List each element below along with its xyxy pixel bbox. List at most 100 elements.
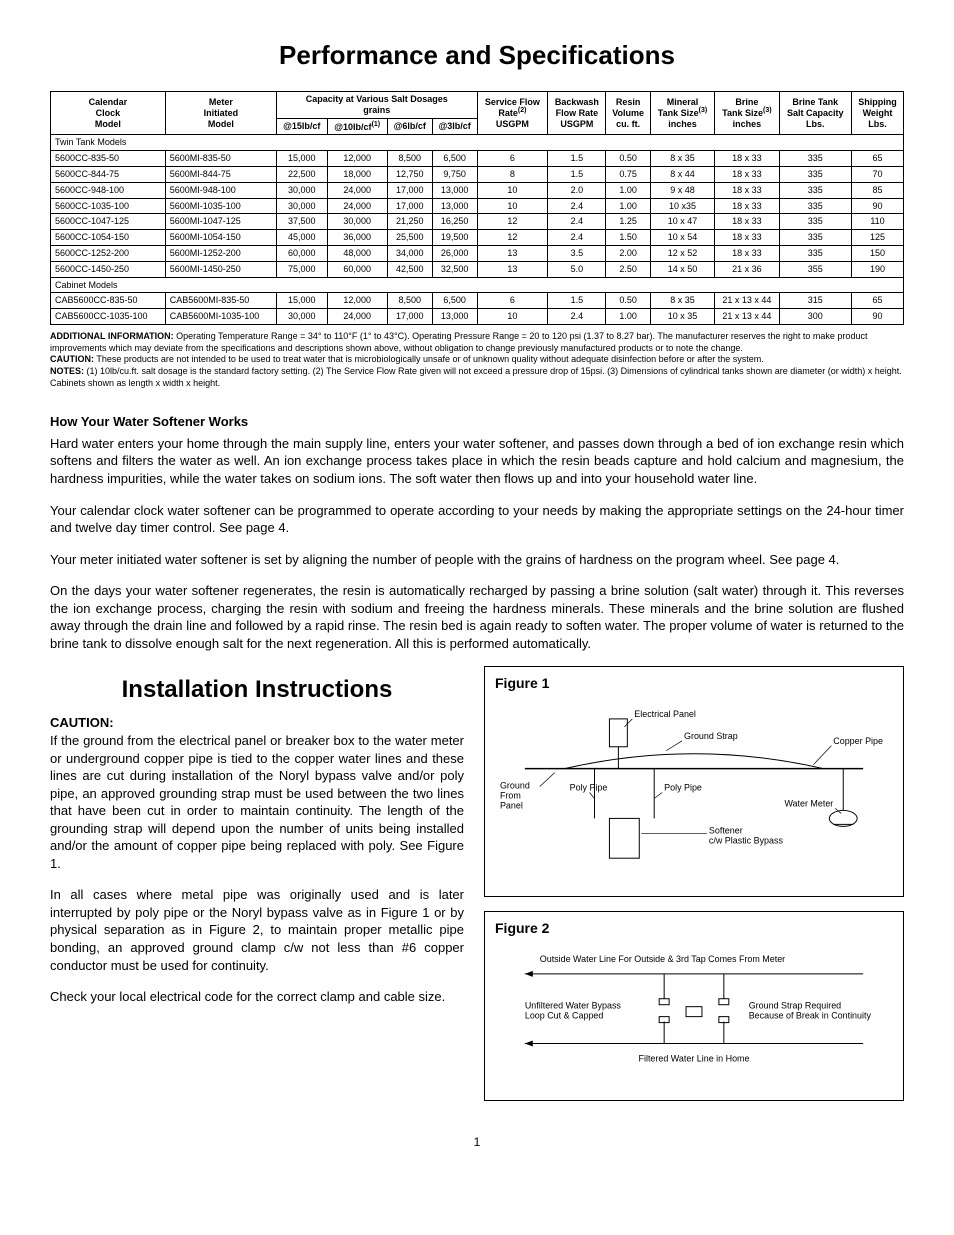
table-cell: 5600MI-1054-150 — [165, 230, 276, 246]
fig1-label-poly2: Poly Pipe — [664, 783, 702, 793]
caution-text: These products are not intended to be us… — [96, 354, 763, 364]
table-cell: 8 — [477, 166, 548, 182]
table-cell: 22,500 — [277, 166, 328, 182]
table-cell: 45,000 — [277, 230, 328, 246]
table-cell: 15,000 — [277, 151, 328, 167]
figure-2-title: Figure 2 — [495, 920, 893, 936]
table-cell: 21 x 13 x 44 — [715, 309, 779, 325]
table-cell: 24,000 — [327, 182, 387, 198]
fig1-label-copper: Copper Pipe — [833, 736, 883, 746]
page-title: Performance and Specifications — [50, 40, 904, 71]
table-cell: 6 — [477, 293, 548, 309]
fig2-label-unf1: Unfiltered Water Bypass — [525, 1000, 622, 1010]
table-cell: 335 — [779, 230, 851, 246]
table-row: 5600CC-948-1005600MI-948-10030,00024,000… — [51, 182, 904, 198]
table-cell: 12,000 — [327, 151, 387, 167]
table-cell: 12 — [477, 230, 548, 246]
table-cell: 1.25 — [606, 214, 650, 230]
table-cell: 10 — [477, 182, 548, 198]
table-cell: 15,000 — [277, 293, 328, 309]
table-cell: 10 — [477, 309, 548, 325]
table-cell: 60,000 — [277, 245, 328, 261]
table-cell: 190 — [851, 261, 903, 277]
th-mineral: MineralTank Size(3)inches — [650, 92, 714, 135]
table-cell: 0.75 — [606, 166, 650, 182]
table-cell: 13,000 — [432, 182, 477, 198]
table-cell: 14 x 50 — [650, 261, 714, 277]
install-caution-label: CAUTION: — [50, 714, 464, 732]
table-cell: 2.0 — [548, 182, 606, 198]
table-cell: 5600MI-835-50 — [165, 151, 276, 167]
table-cell: 18 x 33 — [715, 151, 779, 167]
table-cell: 10 — [477, 198, 548, 214]
table-cell: 0.50 — [606, 151, 650, 167]
table-cell: 60,000 — [327, 261, 387, 277]
table-cell: CAB5600CC-1035-100 — [51, 309, 166, 325]
table-cell: 16,250 — [432, 214, 477, 230]
table-cell: 5600MI-1450-250 — [165, 261, 276, 277]
table-cell: 0.50 — [606, 293, 650, 309]
table-cell: 335 — [779, 198, 851, 214]
table-cell: 8,500 — [387, 293, 432, 309]
table-cell: 65 — [851, 293, 903, 309]
table-cell: 37,500 — [277, 214, 328, 230]
table-cell: 26,000 — [432, 245, 477, 261]
table-row: CAB5600CC-1035-100CAB5600MI-1035-10030,0… — [51, 309, 904, 325]
table-cell: 18 x 33 — [715, 166, 779, 182]
table-cell: 355 — [779, 261, 851, 277]
table-cell: 5.0 — [548, 261, 606, 277]
table-cell: CAB5600MI-1035-100 — [165, 309, 276, 325]
fig2-label-unf2: Loop Cut & Capped — [525, 1010, 604, 1020]
how-works-heading: How Your Water Softener Works — [50, 413, 904, 431]
fig1-label-panel: Electrical Panel — [634, 709, 696, 719]
table-cell: 5600CC-1252-200 — [51, 245, 166, 261]
table-cell: 36,000 — [327, 230, 387, 246]
table-cell: 24,000 — [327, 309, 387, 325]
th-capacity-group: Capacity at Various Salt Dosagesgrains — [277, 92, 477, 119]
table-cell: 300 — [779, 309, 851, 325]
fig1-label-soft2: c/w Plastic Bypass — [709, 836, 784, 846]
table-row: CAB5600CC-835-50CAB5600MI-835-5015,00012… — [51, 293, 904, 309]
table-cell: 6,500 — [432, 293, 477, 309]
table-cell: 5600MI-1047-125 — [165, 214, 276, 230]
table-cell: 24,000 — [327, 198, 387, 214]
table-row: 5600CC-1035-1005600MI-1035-10030,00024,0… — [51, 198, 904, 214]
figure-1-diagram: Electrical Panel Ground Strap Copper Pip… — [495, 699, 893, 878]
table-cell: 5600CC-1035-100 — [51, 198, 166, 214]
table-cell: 5600MI-948-100 — [165, 182, 276, 198]
table-cell: 70 — [851, 166, 903, 182]
table-cell: 1.00 — [606, 182, 650, 198]
table-cell: 9 x 48 — [650, 182, 714, 198]
how-works-section: How Your Water Softener Works Hard water… — [50, 413, 904, 652]
table-cell: 110 — [851, 214, 903, 230]
fig1-label-gfp2: From — [500, 791, 521, 801]
table-cell: 30,000 — [277, 182, 328, 198]
table-cell: 335 — [779, 151, 851, 167]
table-cell: 2.4 — [548, 198, 606, 214]
th-svc: Service FlowRate(2)USGPM — [477, 92, 548, 135]
table-cell: 12 — [477, 214, 548, 230]
table-cell: 5600CC-1450-250 — [51, 261, 166, 277]
table-cell: 150 — [851, 245, 903, 261]
table-cell: 90 — [851, 309, 903, 325]
table-cell: 18,000 — [327, 166, 387, 182]
table-cell: 48,000 — [327, 245, 387, 261]
table-cell: 5600CC-844-75 — [51, 166, 166, 182]
table-cell: 1.5 — [548, 151, 606, 167]
table-cell: 3.5 — [548, 245, 606, 261]
fig2-label-outside: Outside Water Line For Outside & 3rd Tap… — [540, 953, 785, 963]
figure-1-title: Figure 1 — [495, 675, 893, 691]
th-cap6: @6lb/cf — [387, 118, 432, 135]
table-cell: 315 — [779, 293, 851, 309]
table-cell: 9,750 — [432, 166, 477, 182]
table-cell: 18 x 33 — [715, 198, 779, 214]
table-cell: 8,500 — [387, 151, 432, 167]
figure-2: Figure 2 Outside Water Line For Outside … — [484, 911, 904, 1101]
table-section-label: Cabinet Models — [51, 277, 904, 293]
table-cell: 5600MI-844-75 — [165, 166, 276, 182]
table-cell: 13,000 — [432, 198, 477, 214]
page-number: 1 — [50, 1135, 904, 1149]
fig2-label-gs2: Because of Break in Continuity — [749, 1010, 872, 1020]
table-cell: 12,750 — [387, 166, 432, 182]
table-cell: 30,000 — [277, 198, 328, 214]
